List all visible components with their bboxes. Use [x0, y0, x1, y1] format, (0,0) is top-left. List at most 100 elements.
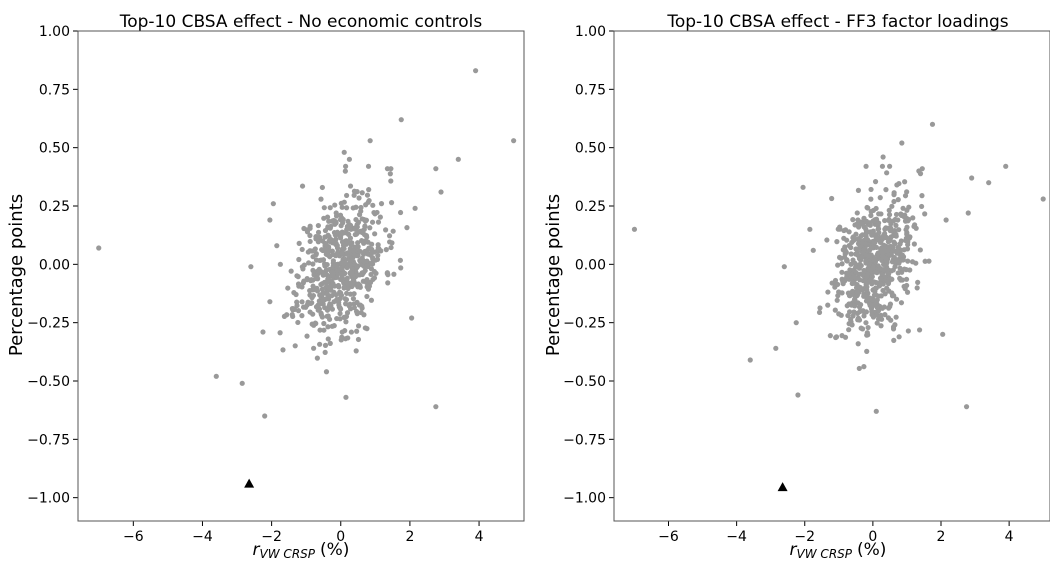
scatter-point — [848, 251, 854, 257]
scatter-point — [333, 213, 340, 219]
scatter-point — [314, 355, 320, 361]
scatter-point — [375, 252, 381, 258]
scatter-point — [292, 343, 298, 349]
scatter-point — [270, 201, 276, 207]
scatter-point — [919, 203, 925, 210]
scatter-point — [885, 217, 892, 223]
scatter-point — [322, 342, 329, 348]
scatter-point — [891, 293, 897, 299]
scatter-point — [850, 217, 856, 223]
scatter-point — [330, 258, 336, 264]
scatter-point — [911, 241, 917, 247]
scatter-point — [861, 267, 867, 274]
highlight-triangle-marker — [777, 482, 788, 492]
scatter-point — [397, 209, 404, 216]
scatter-point — [841, 227, 847, 234]
scatter-point — [391, 271, 397, 277]
scatter-point — [890, 218, 897, 224]
scatter-point — [321, 205, 327, 211]
scatter-point — [835, 262, 841, 268]
scatter-point — [313, 252, 319, 258]
scatter-point — [96, 245, 102, 251]
scatter-point — [877, 195, 883, 201]
x-tick-label: 4 — [1005, 529, 1014, 545]
scatter-point — [897, 265, 903, 271]
scatter-point — [313, 257, 320, 263]
scatter-point — [900, 257, 906, 263]
scatter-point — [322, 261, 328, 267]
scatter-point — [322, 227, 329, 234]
scatter-point — [883, 258, 890, 265]
scatter-point — [315, 307, 321, 313]
scatter-point — [886, 244, 892, 250]
scatter-point — [859, 254, 865, 260]
scatter-point — [353, 216, 359, 223]
scatter-point — [362, 325, 368, 331]
scatter-point — [986, 180, 992, 186]
scatter-point — [325, 324, 331, 330]
scatter-point — [845, 271, 851, 277]
scatter-point — [365, 199, 371, 205]
scatter-point — [337, 310, 343, 317]
y-tick-label: −0.50 — [27, 374, 70, 390]
scatter-point — [868, 186, 874, 193]
scatter-point — [344, 290, 350, 296]
y-tick-label: −0.25 — [563, 316, 606, 332]
scatter-point — [353, 308, 360, 315]
scatter-point — [364, 263, 370, 269]
scatter-point — [438, 189, 444, 195]
scatter-point — [834, 239, 840, 245]
scatter-point — [893, 231, 899, 237]
scatter-point — [342, 336, 349, 342]
left-y-axis-label: Percentage points — [6, 194, 27, 356]
scatter-point — [267, 299, 273, 305]
scatter-point — [339, 204, 345, 210]
scatter-point — [846, 309, 853, 315]
scatter-point — [857, 261, 863, 268]
scatter-point — [807, 226, 813, 232]
scatter-point — [354, 328, 360, 334]
scatter-point — [864, 204, 870, 211]
scatter-point — [863, 218, 870, 224]
scatter-point — [810, 247, 816, 253]
scatter-point — [875, 226, 881, 232]
scatter-point — [333, 292, 339, 298]
scatter-point — [898, 238, 904, 244]
scatter-point — [384, 270, 390, 276]
scatter-point — [917, 247, 923, 253]
y-tick-label: 0.75 — [575, 82, 606, 98]
scatter-point — [267, 217, 273, 223]
scatter-point — [904, 289, 911, 295]
scatter-point — [343, 301, 349, 307]
scatter-point — [358, 208, 364, 214]
scatter-point — [289, 306, 295, 312]
x-tick-label: 0 — [868, 529, 877, 545]
scatter-point — [388, 166, 394, 172]
scatter-point — [832, 307, 838, 313]
scatter-point — [855, 289, 861, 295]
scatter-point — [344, 226, 350, 233]
scatter-point — [904, 246, 911, 252]
y-tick-label: −1.00 — [563, 491, 606, 507]
scatter-point — [351, 192, 357, 198]
scatter-point — [870, 228, 876, 234]
scatter-point — [873, 312, 879, 318]
scatter-point — [345, 231, 351, 237]
scatter-point — [899, 140, 905, 146]
scatter-point — [274, 243, 280, 249]
scatter-point — [855, 237, 861, 243]
scatter-point — [373, 270, 379, 276]
left-chart-title: Top-10 CBSA effect - No economic control… — [119, 12, 483, 32]
right-scatter-panel: Top-10 CBSA effect - FF3 factor loadings… — [543, 12, 1050, 561]
x-tick-label: −6 — [658, 529, 679, 545]
scatter-point — [348, 257, 354, 263]
scatter-point — [850, 234, 857, 240]
scatter-point — [891, 337, 897, 343]
scatter-point — [341, 285, 347, 291]
scatter-point — [863, 226, 869, 232]
x-tick-label: −2 — [794, 529, 815, 545]
scatter-point — [329, 293, 335, 299]
scatter-point — [388, 200, 395, 206]
scatter-point — [363, 238, 369, 244]
scatter-point — [839, 269, 845, 275]
